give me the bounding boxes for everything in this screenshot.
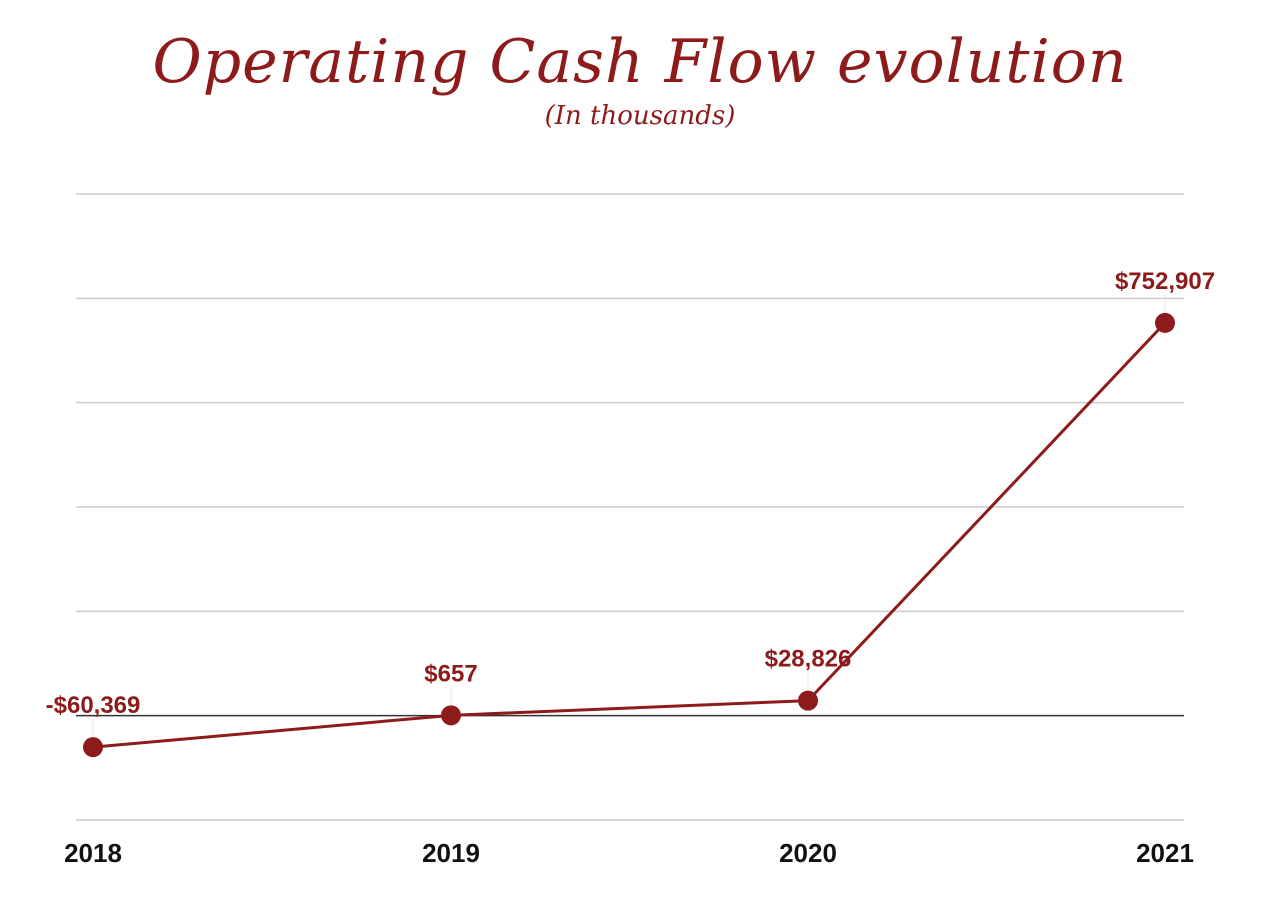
chart-subtitle: (In thousands): [544, 101, 736, 131]
x-axis-labels: 2018 2019 2020 2021: [64, 838, 1194, 868]
data-label: $28,826: [765, 646, 852, 673]
data-point[interactable]: [441, 705, 461, 726]
x-axis-label: 2020: [779, 838, 837, 868]
chart-title: Operating Cash Flow evolution: [152, 27, 1128, 97]
data-point[interactable]: [83, 737, 103, 758]
x-axis-label: 2018: [64, 838, 122, 868]
x-axis-label: 2019: [422, 838, 480, 868]
x-axis-label: 2021: [1136, 838, 1194, 868]
data-point[interactable]: [798, 690, 818, 711]
data-label: $752,907: [1115, 268, 1215, 295]
data-labels: -$60,369 $657 $28,826 $752,907: [46, 268, 1215, 719]
label-leaders: [92, 294, 1166, 738]
gridlines: [76, 193, 1184, 821]
data-point[interactable]: [1155, 312, 1175, 333]
series-line: [92, 321, 1167, 749]
data-label: -$60,369: [46, 692, 141, 719]
data-label: $657: [424, 660, 477, 687]
data-points: [83, 312, 1175, 758]
